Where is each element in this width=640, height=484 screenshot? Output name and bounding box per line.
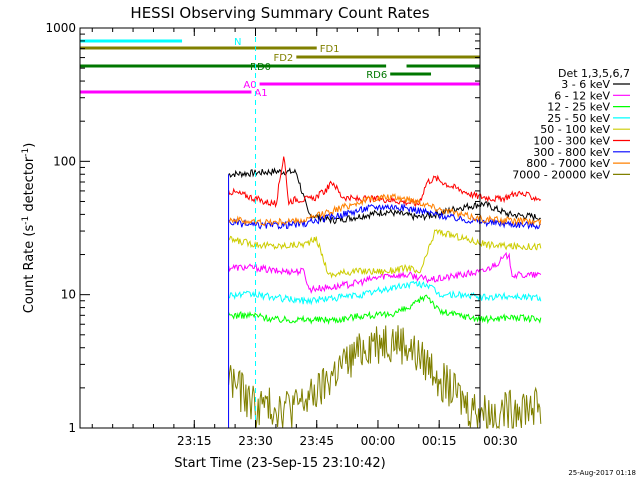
series-line-1 (228, 251, 542, 295)
legend-label: 12 - 25 keV (547, 101, 610, 114)
flag-bar-label: RD0 (250, 62, 271, 73)
x-tick-label: 00:00 (361, 434, 396, 448)
plot-content (228, 156, 542, 430)
x-tick-label: 23:45 (299, 434, 334, 448)
y-axis-label: Count Rate (s-1 detector-1) (21, 143, 37, 314)
flag-bar-label: A0 (243, 80, 256, 91)
chart-title: HESSI Observing Summary Count Rates (130, 4, 429, 22)
legend-label: 300 - 800 keV (533, 146, 610, 159)
x-tick-label: 00:15 (422, 434, 457, 448)
y-axis-label-end: ) (22, 143, 37, 148)
legend-title: Det 1,3,5,6,7 (558, 67, 630, 80)
y-axis-label-sup1: -1 (21, 216, 31, 225)
legend-label: 25 - 50 keV (547, 112, 610, 125)
series-line-6 (228, 202, 541, 230)
legend-label: 3 - 6 keV (561, 78, 610, 91)
flag-bar-label: RD6 (366, 70, 387, 81)
x-tick-label: 00:30 (483, 434, 518, 448)
y-axis-label-sup2: -1 (21, 148, 31, 157)
series-line-2 (228, 294, 542, 325)
legend-label: 7000 - 20000 keV (512, 168, 610, 181)
flag-bar-label: N (234, 37, 241, 48)
legend-label: 50 - 100 keV (540, 123, 610, 136)
flag-bar-label: FD2 (273, 53, 293, 64)
legend-label: 800 - 7000 keV (526, 157, 610, 170)
series-line-4 (228, 229, 542, 279)
footer-timestamp: 25-Aug-2017 01:18 (568, 469, 636, 477)
legend-label: 100 - 300 keV (533, 135, 610, 148)
flag-bar-label: FD1 (320, 44, 340, 55)
series-line-3 (228, 280, 542, 306)
x-tick-label: 23:30 (238, 434, 273, 448)
series-line-0 (228, 167, 541, 225)
x-axis: 23:15 23:30 23:45 00:00 00:15 00:30 (91, 28, 518, 448)
series-line-8 (228, 325, 542, 430)
flag-bar-label: A1 (254, 88, 267, 99)
series-line-5 (228, 156, 542, 209)
x-axis-label: Start Time (23-Sep-15 23:10:42) (174, 456, 385, 471)
y-axis-label-mid: detector (22, 156, 37, 216)
y-tick-label: 10 (61, 288, 76, 302)
y-axis: 1 10 100 1000 (45, 21, 480, 435)
legend-label: 6 - 12 keV (554, 89, 610, 102)
series-line-7 (228, 193, 542, 227)
y-tick-label: 1 (68, 421, 76, 435)
y-axis-label-main: Count Rate (s (22, 225, 37, 314)
y-tick-label: 1000 (45, 21, 76, 35)
x-tick-label: 23:15 (177, 434, 212, 448)
plot-frame (79, 27, 481, 429)
y-tick-label: 100 (53, 154, 76, 168)
